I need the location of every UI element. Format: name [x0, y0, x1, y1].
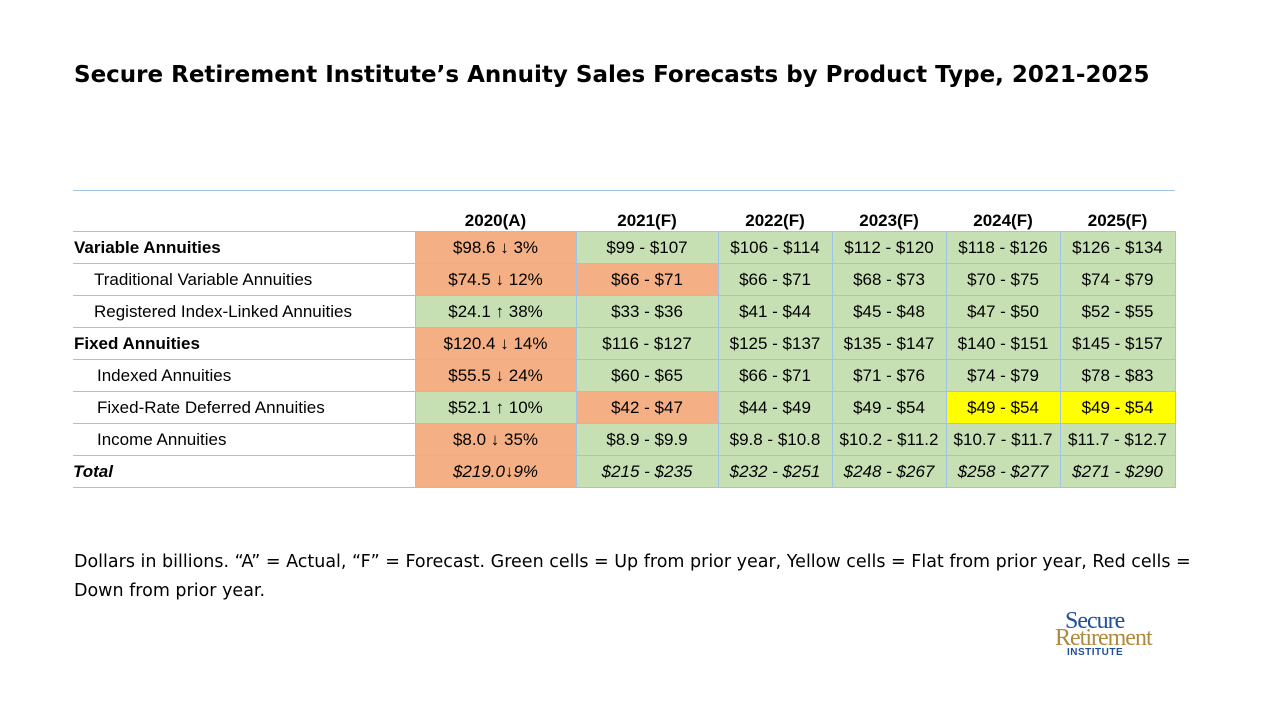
forecast-cell: $106 - $114 — [717, 231, 833, 264]
forecast-cell: $44 - $49 — [717, 391, 833, 424]
table-row-total: Total $219.0↓9% $215 - $235 $232 - $251 … — [73, 455, 1176, 488]
actual-cell: $24.1 ↑ 38% — [414, 295, 577, 328]
table-row: Indexed Annuities $55.5 ↓ 24% $60 - $65 … — [73, 359, 1176, 392]
forecast-cell: $271 - $290 — [1059, 455, 1176, 488]
forecast-cell: $11.7 - $12.7 — [1059, 423, 1176, 456]
forecast-cell: $112 - $120 — [831, 231, 947, 264]
forecast-table-container: 2020(A) 2021(F) 2022(F) 2023(F) 2024(F) … — [73, 190, 1176, 488]
forecast-cell: $215 - $235 — [575, 455, 719, 488]
forecast-cell: $9.8 - $10.8 — [717, 423, 833, 456]
forecast-cell: $45 - $48 — [831, 295, 947, 328]
table-row: Registered Index-Linked Annuities $24.1 … — [73, 295, 1176, 328]
header-cell: 2022(F) — [745, 211, 805, 230]
header-cell: 2024(F) — [973, 211, 1033, 230]
forecast-table: 2020(A) 2021(F) 2022(F) 2023(F) 2024(F) … — [73, 191, 1176, 488]
forecast-cell: $66 - $71 — [717, 359, 833, 392]
actual-cell: $55.5 ↓ 24% — [414, 359, 577, 392]
forecast-cell: $33 - $36 — [575, 295, 719, 328]
forecast-cell: $41 - $44 — [717, 295, 833, 328]
down-arrow-icon: ↓ — [500, 333, 509, 353]
table-row: Fixed Annuities $120.4 ↓ 14% $116 - $127… — [73, 327, 1176, 360]
forecast-cell: $74 - $79 — [945, 359, 1061, 392]
down-arrow-icon: ↓ — [500, 237, 509, 257]
forecast-cell: $258 - $277 — [945, 455, 1061, 488]
forecast-cell: $135 - $147 — [831, 327, 947, 360]
forecast-cell: $118 - $126 — [945, 231, 1061, 264]
forecast-cell: $49 - $54 — [945, 391, 1061, 424]
row-label: Indexed Annuities — [73, 359, 416, 392]
table-header-row: 2020(A) 2021(F) 2022(F) 2023(F) 2024(F) … — [73, 191, 1175, 232]
actual-cell: $98.6 ↓ 3% — [414, 231, 577, 264]
forecast-cell: $232 - $251 — [717, 455, 833, 488]
row-label: Traditional Variable Annuities — [73, 263, 416, 296]
table-row: Fixed-Rate Deferred Annuities $52.1 ↑ 10… — [73, 391, 1176, 424]
forecast-cell: $66 - $71 — [717, 263, 833, 296]
forecast-cell: $49 - $54 — [1059, 391, 1176, 424]
forecast-cell: $10.2 - $11.2 — [831, 423, 947, 456]
footnote: Dollars in billions. “A” = Actual, “F” =… — [74, 552, 1191, 601]
forecast-cell: $68 - $73 — [831, 263, 947, 296]
forecast-cell: $42 - $47 — [575, 391, 719, 424]
row-label: Income Annuities — [73, 423, 416, 456]
table-top-rule — [73, 190, 1175, 191]
forecast-cell: $47 - $50 — [945, 295, 1061, 328]
forecast-cell: $60 - $65 — [575, 359, 719, 392]
down-arrow-icon: ↓ — [490, 429, 500, 449]
header-cell: 2020(A) — [464, 211, 527, 230]
forecast-cell: $140 - $151 — [945, 327, 1061, 360]
secure-retirement-institute-logo: Secure Retirement INSTITUTE — [1053, 608, 1183, 662]
header-cell — [73, 191, 415, 232]
down-arrow-icon: ↓ — [495, 269, 505, 289]
header-cell: 2021(F) — [617, 211, 677, 230]
forecast-cell: $70 - $75 — [945, 263, 1061, 296]
down-arrow-icon: ↓ — [495, 365, 505, 385]
page-title: Secure Retirement Institute’s Annuity Sa… — [74, 62, 1150, 88]
forecast-cell: $52 - $55 — [1059, 295, 1176, 328]
up-arrow-icon: ↑ — [495, 301, 505, 321]
forecast-cell: $125 - $137 — [717, 327, 833, 360]
row-label: Fixed-Rate Deferred Annuities — [73, 391, 416, 424]
actual-cell: $8.0 ↓ 35% — [414, 423, 577, 456]
row-label: Registered Index-Linked Annuities — [73, 295, 416, 328]
logo-line-2: Retirement — [1055, 625, 1153, 651]
actual-cell: $52.1 ↑ 10% — [414, 391, 577, 424]
forecast-cell: $145 - $157 — [1059, 327, 1176, 360]
forecast-cell: $8.9 - $9.9 — [575, 423, 719, 456]
forecast-cell: $78 - $83 — [1059, 359, 1176, 392]
forecast-cell: $126 - $134 — [1059, 231, 1176, 264]
row-label: Variable Annuities — [73, 231, 416, 264]
forecast-cell: $74 - $79 — [1059, 263, 1176, 296]
table-row: Traditional Variable Annuities $74.5 ↓ 1… — [73, 263, 1176, 296]
forecast-cell: $248 - $267 — [831, 455, 947, 488]
actual-cell: $219.0↓9% — [414, 455, 577, 488]
actual-cell: $120.4 ↓ 14% — [414, 327, 577, 360]
actual-cell: $74.5 ↓ 12% — [414, 263, 577, 296]
row-label: Total — [73, 455, 416, 488]
logo-line-1: Secure — [1065, 608, 1125, 634]
forecast-cell: $10.7 - $11.7 — [945, 423, 1061, 456]
header-cell: 2025(F) — [1087, 211, 1148, 230]
forecast-cell: $66 - $71 — [575, 263, 719, 296]
row-label: Fixed Annuities — [73, 327, 416, 360]
forecast-cell: $99 - $107 — [575, 231, 719, 264]
table-row: Variable Annuities $98.6 ↓ 3% $99 - $107… — [73, 231, 1176, 264]
up-arrow-icon: ↑ — [495, 397, 505, 417]
header-cell: 2023(F) — [859, 211, 919, 230]
table-row: Income Annuities $8.0 ↓ 35% $8.9 - $9.9 … — [73, 423, 1176, 456]
logo-line-3: INSTITUTE — [1067, 647, 1124, 658]
forecast-cell: $116 - $127 — [575, 327, 719, 360]
forecast-cell: $49 - $54 — [831, 391, 947, 424]
down-arrow-icon: ↓ — [504, 461, 514, 481]
forecast-cell: $71 - $76 — [831, 359, 947, 392]
